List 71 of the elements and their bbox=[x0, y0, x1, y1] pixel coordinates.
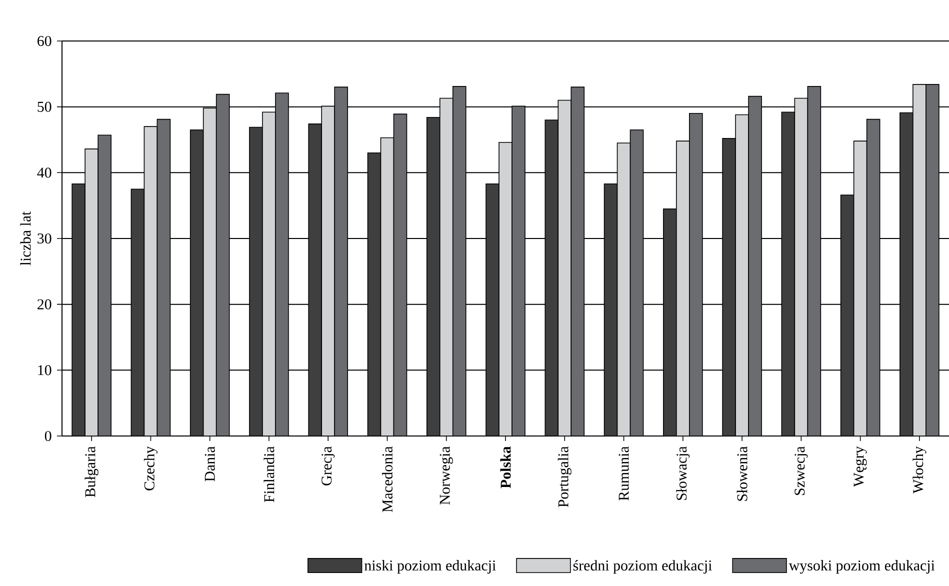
legend-label: wysoki poziom edukacji bbox=[788, 560, 935, 574]
legend-label: średni poziom edukacji bbox=[573, 560, 712, 574]
bar bbox=[794, 98, 808, 436]
x-tick-label: Bułgaria bbox=[84, 446, 98, 498]
bar bbox=[308, 124, 322, 436]
x-tick-label: Słowenia bbox=[736, 446, 748, 501]
x-tick-label: Słowacja bbox=[676, 446, 690, 500]
x-tick-label: Dania bbox=[204, 446, 215, 482]
bar bbox=[926, 84, 940, 436]
bar bbox=[262, 112, 276, 436]
bar bbox=[781, 112, 796, 436]
x-tick-label: Szwecja bbox=[794, 446, 808, 495]
bar bbox=[367, 152, 382, 436]
y-tick-label: 50 bbox=[38, 102, 52, 112]
bar bbox=[722, 138, 736, 436]
x-tick-label: Czechy bbox=[144, 446, 158, 490]
y-tick-label: 0 bbox=[44, 430, 52, 442]
bar bbox=[616, 142, 631, 436]
bar bbox=[380, 137, 394, 436]
bar bbox=[202, 108, 217, 436]
bar bbox=[393, 114, 408, 436]
bar bbox=[439, 98, 454, 436]
bar bbox=[334, 86, 348, 436]
bar bbox=[630, 129, 644, 436]
y-tick-label: 40 bbox=[37, 168, 52, 178]
bar bbox=[853, 140, 868, 436]
bar bbox=[912, 84, 926, 436]
bar bbox=[498, 142, 512, 436]
bar bbox=[157, 119, 170, 436]
x-tick-label: Węgry bbox=[854, 446, 867, 487]
bar bbox=[512, 106, 526, 436]
x-tick-label: Norwegia bbox=[440, 446, 453, 505]
bar bbox=[807, 86, 822, 436]
bar bbox=[426, 116, 440, 436]
bar bbox=[131, 189, 144, 436]
bar bbox=[190, 129, 204, 436]
bar bbox=[676, 140, 690, 436]
bar bbox=[748, 96, 762, 436]
x-tick-label: Finlandia bbox=[264, 446, 274, 502]
bar bbox=[570, 86, 585, 436]
bar bbox=[72, 183, 86, 436]
x-tick-label: Portugalia bbox=[558, 446, 572, 508]
x-tick-label: Włochy bbox=[912, 446, 926, 494]
x-tick-label: Rumunia bbox=[618, 446, 629, 501]
bar bbox=[249, 126, 263, 436]
bar bbox=[840, 194, 854, 436]
bar bbox=[558, 100, 572, 436]
bar bbox=[98, 134, 112, 436]
bar bbox=[735, 114, 749, 436]
bar bbox=[663, 208, 677, 436]
x-tick-label: Macedonia bbox=[382, 446, 392, 512]
y-tick-label: 10 bbox=[38, 365, 52, 376]
bar bbox=[486, 183, 500, 436]
bar bbox=[144, 126, 158, 436]
legend-label: niski poziom edukacji bbox=[364, 560, 496, 574]
bar bbox=[544, 120, 559, 436]
x-tick-label: Grecja bbox=[322, 446, 335, 486]
bar bbox=[900, 112, 914, 436]
y-tick-label: 60 bbox=[38, 36, 52, 46]
bar bbox=[216, 94, 230, 436]
y-tick-label: 20 bbox=[38, 299, 52, 310]
x-tick-label: Polska bbox=[500, 446, 511, 488]
bar bbox=[275, 92, 289, 436]
bar bbox=[84, 148, 98, 436]
y-axis-title: liczba lat bbox=[20, 211, 31, 266]
bar bbox=[452, 86, 466, 436]
y-tick-label: 30 bbox=[38, 233, 52, 244]
bar bbox=[604, 183, 618, 436]
bar bbox=[321, 106, 336, 436]
bar bbox=[866, 118, 880, 436]
bar bbox=[689, 113, 703, 436]
